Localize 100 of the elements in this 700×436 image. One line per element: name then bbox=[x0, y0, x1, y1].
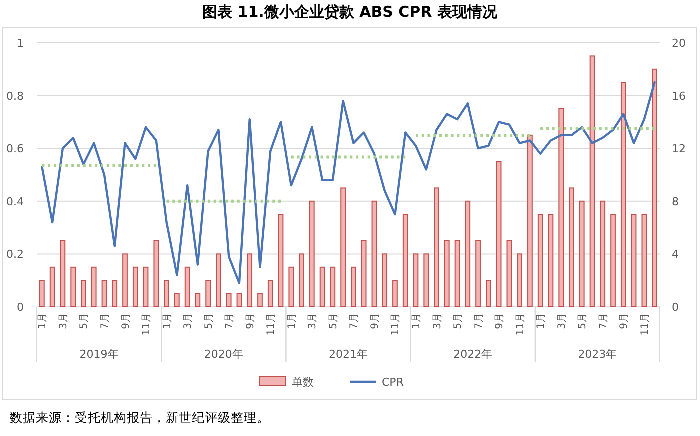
line-series bbox=[41, 82, 656, 284]
bar bbox=[320, 266, 326, 308]
x-tick-label: 7月 bbox=[598, 313, 610, 330]
bar bbox=[288, 266, 294, 308]
legend-label: 单数 bbox=[292, 376, 314, 389]
x-tick-label: 7月 bbox=[474, 313, 485, 330]
x-tick-label: 9月 bbox=[619, 313, 630, 330]
bar bbox=[496, 161, 502, 308]
bar bbox=[299, 254, 304, 308]
y-tick-label: 0.8 bbox=[6, 90, 24, 103]
bar bbox=[444, 240, 450, 308]
bar bbox=[361, 240, 367, 308]
bar bbox=[70, 266, 76, 308]
bar bbox=[40, 280, 45, 308]
x-tick-label: 11月 bbox=[142, 313, 153, 336]
x-tick-label: 7月 bbox=[224, 313, 236, 330]
x-tick-label: 3月 bbox=[183, 313, 194, 330]
x-tick-label: 7月 bbox=[100, 313, 111, 330]
x-tick-label: 3月 bbox=[556, 313, 568, 330]
y2-tick-label: 4 bbox=[672, 248, 679, 262]
bar bbox=[184, 266, 190, 308]
bar bbox=[590, 56, 596, 308]
bar bbox=[102, 280, 108, 308]
bar bbox=[413, 254, 419, 308]
x-tick-label: 5月 bbox=[204, 313, 215, 330]
bar bbox=[569, 188, 574, 308]
bar bbox=[642, 214, 648, 308]
bar bbox=[309, 200, 315, 308]
y2-tick-label: 16 bbox=[672, 90, 686, 103]
bar bbox=[548, 214, 554, 308]
x-tick-label: 9月 bbox=[120, 313, 132, 330]
bar bbox=[50, 266, 56, 308]
bar bbox=[454, 240, 460, 308]
bar bbox=[268, 280, 274, 308]
bar bbox=[579, 200, 585, 308]
bar bbox=[174, 293, 180, 308]
bar bbox=[132, 266, 138, 308]
y2-tick-label: 20 bbox=[672, 37, 686, 50]
bar bbox=[631, 214, 637, 308]
x-tick-label: 1月 bbox=[286, 313, 298, 330]
bar bbox=[351, 266, 356, 308]
x-tick-label: 11月 bbox=[390, 313, 402, 336]
x-tick-label: 3月 bbox=[432, 313, 444, 330]
bar bbox=[402, 214, 408, 308]
text: 2021年 bbox=[329, 348, 368, 361]
x-tick-label: 3月 bbox=[308, 313, 319, 330]
x-tick-label: 5月 bbox=[453, 313, 464, 330]
bar bbox=[206, 280, 212, 308]
bar bbox=[81, 280, 86, 308]
text: 2023年 bbox=[578, 348, 618, 361]
bar bbox=[216, 254, 222, 308]
bar bbox=[330, 266, 336, 308]
bar bbox=[610, 214, 616, 308]
bar bbox=[476, 240, 481, 308]
x-tick-label: 7月 bbox=[349, 313, 360, 330]
bar bbox=[226, 293, 232, 308]
bar bbox=[91, 266, 97, 308]
bar bbox=[154, 240, 160, 308]
bar bbox=[122, 254, 128, 308]
legend-label: CPR bbox=[382, 376, 404, 389]
text: 2020年 bbox=[204, 348, 244, 361]
bar bbox=[517, 254, 523, 308]
y-tick-label: 0 bbox=[17, 301, 24, 314]
bar bbox=[528, 134, 533, 308]
y-tick-label: 0.2 bbox=[6, 248, 24, 262]
bar bbox=[558, 108, 564, 308]
bar bbox=[195, 293, 201, 308]
y2-tick-label: 12 bbox=[672, 142, 686, 156]
bar bbox=[372, 200, 378, 308]
x-tick-label: 3月 bbox=[58, 313, 70, 330]
x-tick-label: 1月 bbox=[536, 313, 548, 330]
bar bbox=[538, 214, 544, 308]
bar bbox=[247, 254, 253, 308]
bar bbox=[382, 254, 388, 308]
x-tick-label: 1月 bbox=[162, 313, 174, 330]
text: 2019年 bbox=[80, 348, 119, 361]
y-tick-label: 0.4 bbox=[6, 195, 24, 208]
bar bbox=[278, 214, 284, 308]
x-tick-label: 9月 bbox=[370, 313, 381, 330]
bar bbox=[652, 68, 658, 308]
x-tick-label: 11月 bbox=[515, 313, 526, 336]
bar bbox=[392, 280, 398, 308]
x-tick-label: 1月 bbox=[38, 313, 49, 330]
y-tick-label: 1 bbox=[17, 37, 24, 50]
bar bbox=[486, 280, 492, 308]
bar bbox=[143, 266, 149, 308]
bar bbox=[112, 280, 118, 308]
source-note: 数据来源：受托机构报告，新世纪评级整理。 bbox=[10, 410, 270, 425]
x-tick-label: 11月 bbox=[640, 313, 651, 336]
bar bbox=[424, 254, 430, 308]
x-tick-label: 9月 bbox=[245, 313, 256, 330]
bar bbox=[164, 280, 170, 308]
y-tick-label: 0.6 bbox=[6, 142, 24, 156]
bar bbox=[465, 200, 471, 308]
x-tick-label: 11月 bbox=[266, 313, 278, 336]
bar bbox=[600, 200, 606, 308]
y2-tick-label: 8 bbox=[672, 195, 679, 208]
bar bbox=[340, 188, 346, 308]
chart-title: 图表 11.微小企业贷款 ABS CPR 表现情况 bbox=[202, 3, 498, 21]
x-tick-label: 5月 bbox=[328, 313, 340, 330]
